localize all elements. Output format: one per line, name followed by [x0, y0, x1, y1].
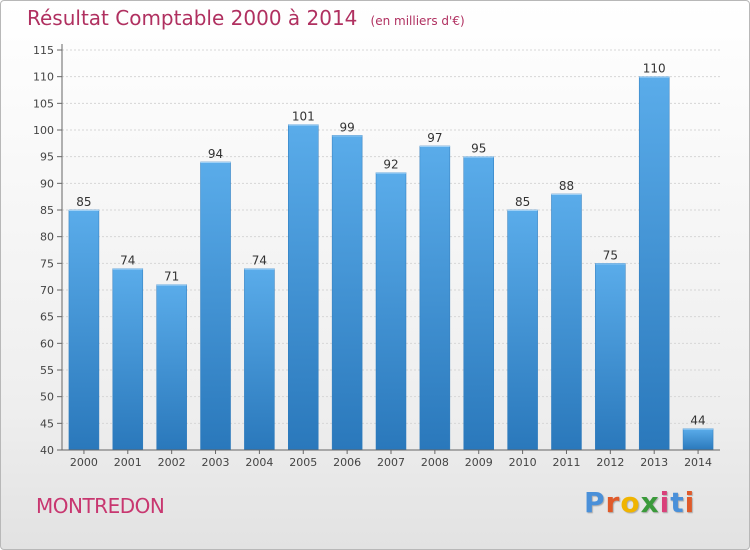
data-label: 101 [292, 110, 315, 124]
x-tick-label: 2010 [509, 456, 537, 469]
bar [682, 428, 714, 451]
y-tick-label: 60 [40, 337, 54, 350]
bar [375, 172, 407, 451]
axes: 40 45 50 55 60 65 70 75 80 85 90 95 100 105 110 115 2000… [33, 44, 720, 469]
brand-logo: Proxiti [584, 486, 695, 519]
data-label: 75 [603, 248, 618, 262]
commune-name: MONTREDON [36, 494, 165, 518]
x-tick-label: 2002 [158, 456, 186, 469]
x-tick-label: 2006 [333, 456, 361, 469]
data-label: 97 [427, 131, 442, 145]
y-tick-label: 40 [40, 444, 54, 457]
y-tick-label: 85 [40, 204, 54, 217]
x-tick-label: 2011 [552, 456, 580, 469]
bar [595, 263, 626, 451]
bar [156, 284, 187, 451]
x-tick-label: 2007 [377, 456, 405, 469]
unit-note: (en milliers d'€) [370, 14, 465, 28]
data-label: 99 [339, 120, 354, 134]
data-label: 85 [515, 195, 530, 209]
bar [68, 209, 100, 451]
y-tick-label: 50 [40, 391, 54, 404]
y-tick-label: 65 [40, 311, 54, 324]
brand-letter: x [640, 486, 660, 519]
brand-letter: P [584, 486, 606, 519]
brand-letter: r [605, 486, 621, 519]
y-tick-label: 105 [33, 97, 54, 110]
bar [331, 135, 363, 451]
x-tick-label: 2012 [596, 456, 624, 469]
data-label: 74 [120, 254, 135, 268]
bar [288, 124, 319, 451]
bar [638, 76, 670, 451]
x-tick-label: 2014 [684, 456, 712, 469]
y-tick-label: 95 [40, 151, 54, 164]
chart-title: Résultat Comptable 2000 à 2014 [27, 6, 358, 30]
bar [112, 268, 144, 451]
data-label: 85 [76, 195, 91, 209]
bar [419, 145, 451, 451]
data-label: 74 [252, 254, 267, 268]
x-tick-label: 2000 [70, 456, 98, 469]
data-label: 71 [164, 270, 179, 284]
brand-letter: t [670, 486, 685, 519]
chart-title-block: Résultat Comptable 2000 à 2014 (en milli… [27, 6, 465, 30]
x-tick-label: 2003 [202, 456, 230, 469]
data-label: 44 [690, 414, 705, 428]
data-label: 88 [559, 179, 574, 193]
bar [463, 156, 494, 451]
x-tick-label: 2001 [114, 456, 142, 469]
y-tick-label: 45 [40, 417, 54, 430]
bar [551, 193, 582, 451]
x-tick-label: 2013 [640, 456, 668, 469]
y-tick-label: 70 [40, 284, 54, 297]
y-tick-label: 115 [33, 44, 54, 57]
brand-letter: o [620, 486, 641, 519]
data-label: 92 [383, 158, 398, 172]
y-tick-label: 80 [40, 231, 54, 244]
x-tick-label: 2008 [421, 456, 449, 469]
data-label: 95 [471, 142, 486, 156]
data-label: 110 [643, 62, 666, 76]
bar [507, 209, 538, 451]
y-tick-label: 75 [40, 257, 54, 270]
bar [200, 161, 231, 451]
x-tick-label: 2005 [289, 456, 317, 469]
y-tick-label: 110 [33, 71, 54, 84]
bars: 85 74 71 94 74 101 99 92 97 95 85 88 75 110 44 [68, 62, 714, 451]
x-tick-label: 2009 [465, 456, 493, 469]
brand-letter: i [684, 486, 696, 519]
brand-letter: i [659, 486, 671, 519]
bar [244, 268, 275, 451]
y-tick-label: 100 [33, 124, 54, 137]
y-tick-label: 55 [40, 364, 54, 377]
y-tick-label: 90 [40, 177, 54, 190]
data-label: 94 [208, 147, 223, 161]
x-tick-label: 2004 [245, 456, 273, 469]
